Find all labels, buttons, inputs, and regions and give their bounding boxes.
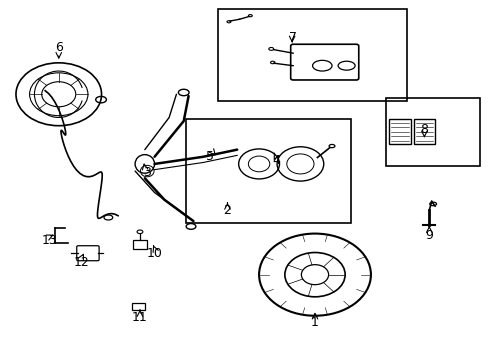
Bar — [217, 9, 407, 102]
Bar — [413, 119, 434, 144]
Bar — [385, 98, 479, 166]
Text: 5: 5 — [206, 150, 214, 163]
Text: 10: 10 — [146, 247, 162, 260]
Text: 12: 12 — [74, 256, 89, 269]
Text: 11: 11 — [132, 311, 147, 324]
Bar — [131, 303, 145, 310]
Text: 9: 9 — [425, 229, 432, 242]
Text: 4: 4 — [272, 154, 280, 167]
Text: 7: 7 — [288, 31, 297, 44]
Text: 3: 3 — [143, 166, 151, 179]
Text: 2: 2 — [223, 204, 231, 217]
Bar — [186, 119, 351, 223]
Bar — [388, 119, 410, 144]
Text: 13: 13 — [42, 234, 58, 247]
Text: 1: 1 — [310, 316, 318, 329]
Text: 8: 8 — [420, 123, 427, 136]
Bar — [132, 240, 147, 249]
Text: 6: 6 — [55, 41, 62, 54]
